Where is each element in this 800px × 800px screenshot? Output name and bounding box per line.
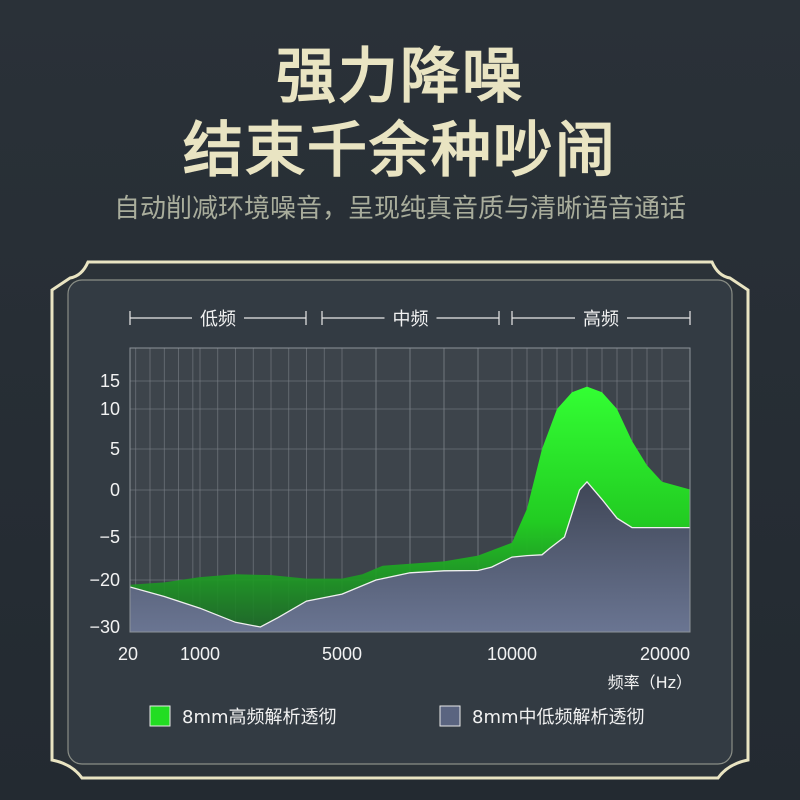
legend-swatch-low (439, 705, 461, 727)
plot-border (129, 347, 691, 633)
band-high: 高频 (511, 309, 691, 330)
y-tick-label: −30 (89, 617, 120, 637)
band-mid: 中频 (321, 309, 500, 330)
legend: 8mm高频解析透彻 8mm中低频解析透彻 (149, 705, 645, 728)
legend-label-low: 8mm中低频解析透彻 (472, 707, 645, 728)
band-label: 低频 (200, 309, 236, 330)
x-axis-title: 频率（Hz） (608, 673, 692, 692)
x-tick-label: 20 (118, 644, 138, 664)
legend-swatch-high (149, 705, 171, 727)
frequency-bands: 低频 中频 高频 (129, 309, 691, 330)
y-tick-label: 15 (100, 371, 120, 391)
series-area-low (130, 481, 690, 632)
y-tick-label: 0 (110, 480, 120, 500)
y-tick-label: −5 (99, 527, 120, 547)
band-low: 低频 (129, 309, 307, 330)
subtitle: 自动削减环境噪音，呈现纯真音质与清晰语音通话 (113, 194, 686, 224)
legend-label-high: 8mm高频解析透彻 (182, 707, 337, 728)
series-line-low (130, 480, 690, 628)
y-tick-label: −20 (89, 570, 120, 590)
y-axis-labels: 15 10 5 0 −5 −20 −30 (89, 371, 120, 637)
band-label: 高频 (583, 309, 619, 330)
headline-line-1: 强力降噪 (276, 42, 524, 112)
headline-line-2: 结束千余种吵闹 (183, 116, 617, 186)
y-tick-label: 10 (100, 399, 120, 419)
x-tick-label: 10000 (487, 644, 537, 664)
x-tick-label: 5000 (322, 644, 362, 664)
series-areas (130, 386, 690, 632)
x-axis-labels: 20 1000 5000 10000 20000 (118, 644, 690, 664)
band-label: 中频 (393, 309, 429, 330)
x-tick-label: 20000 (640, 644, 690, 664)
x-tick-label: 1000 (180, 644, 220, 664)
y-tick-label: 5 (110, 439, 120, 459)
